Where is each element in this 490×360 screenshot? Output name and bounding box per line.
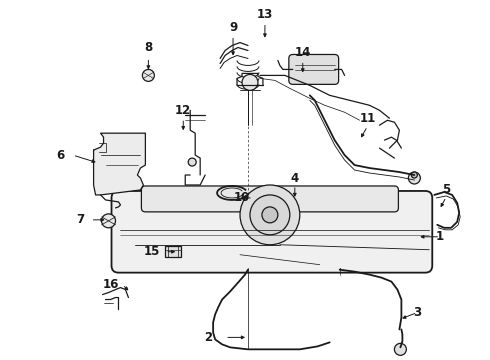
Circle shape (240, 185, 300, 245)
FancyBboxPatch shape (142, 186, 398, 212)
Text: 14: 14 (294, 46, 311, 59)
Circle shape (408, 172, 420, 184)
Text: 13: 13 (257, 8, 273, 21)
Circle shape (242, 75, 258, 90)
Text: 4: 4 (291, 171, 299, 185)
Text: 15: 15 (144, 245, 161, 258)
Circle shape (412, 172, 417, 178)
Text: 10: 10 (234, 192, 250, 204)
Text: 5: 5 (442, 184, 450, 197)
Bar (165, 246, 181, 257)
Text: 16: 16 (102, 278, 119, 291)
Text: 3: 3 (413, 306, 421, 319)
Text: 7: 7 (76, 213, 85, 226)
Text: 1: 1 (436, 230, 444, 243)
Text: 8: 8 (144, 41, 152, 54)
Circle shape (262, 207, 278, 223)
Text: 12: 12 (175, 104, 192, 117)
Text: 6: 6 (56, 149, 65, 162)
Text: 11: 11 (359, 112, 376, 125)
Circle shape (143, 69, 154, 81)
Circle shape (250, 195, 290, 235)
Circle shape (188, 158, 196, 166)
Circle shape (101, 214, 116, 228)
FancyBboxPatch shape (289, 54, 339, 84)
FancyBboxPatch shape (112, 191, 432, 273)
Text: 9: 9 (229, 21, 237, 34)
Circle shape (394, 343, 406, 355)
Text: 2: 2 (204, 331, 212, 344)
Polygon shape (94, 133, 146, 195)
